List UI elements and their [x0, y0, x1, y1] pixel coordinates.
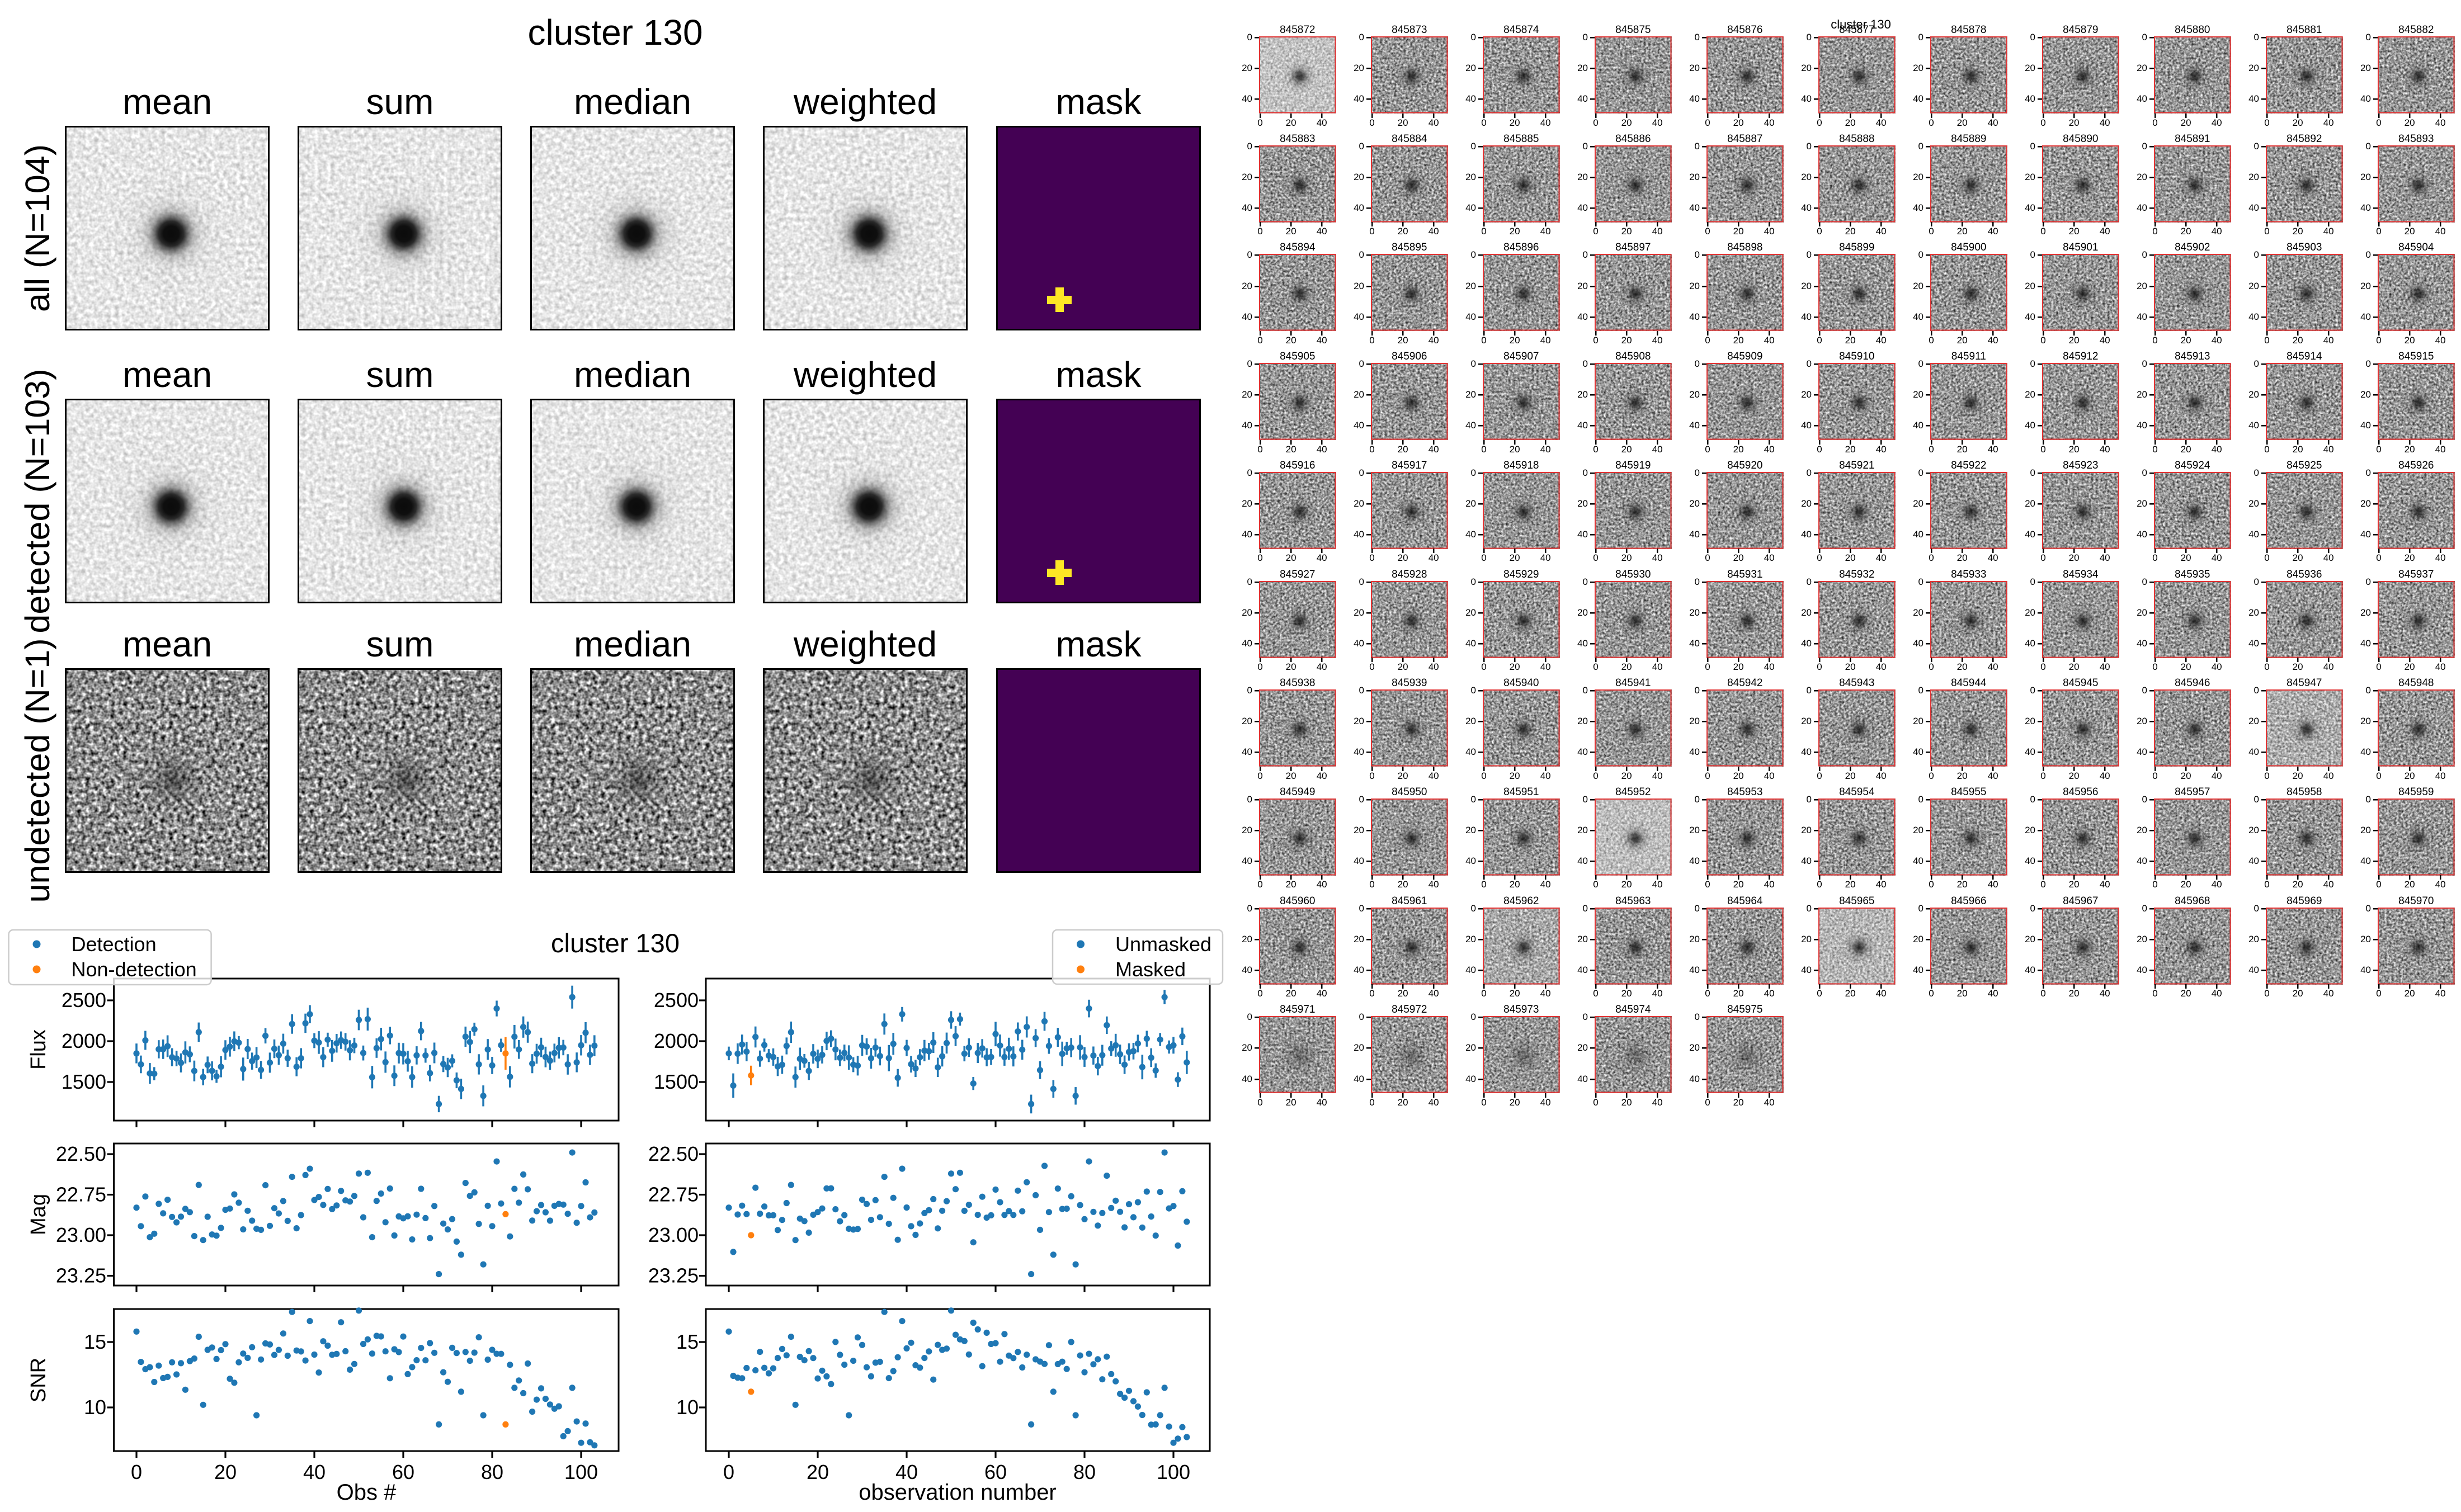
- svg-text:Detection: Detection: [72, 933, 157, 956]
- svg-text:60: 60: [392, 1461, 414, 1483]
- svg-text:80: 80: [1073, 1461, 1096, 1483]
- svg-text:Obs #: Obs #: [337, 1480, 397, 1505]
- svg-text:40: 40: [303, 1461, 326, 1483]
- svg-text:100: 100: [564, 1461, 598, 1483]
- svg-text:23.25: 23.25: [648, 1264, 699, 1287]
- svg-text:1500: 1500: [654, 1070, 699, 1093]
- svg-text:Masked: Masked: [1115, 958, 1186, 981]
- svg-text:SNR: SNR: [27, 1358, 50, 1402]
- svg-text:20: 20: [807, 1461, 829, 1483]
- svg-text:100: 100: [1157, 1461, 1190, 1483]
- svg-text:observation number: observation number: [859, 1480, 1057, 1505]
- svg-text:2500: 2500: [654, 989, 699, 1012]
- svg-text:22.50: 22.50: [56, 1142, 106, 1165]
- svg-text:Non-detection: Non-detection: [72, 958, 197, 981]
- svg-text:22.75: 22.75: [648, 1183, 699, 1206]
- svg-text:23.25: 23.25: [56, 1264, 106, 1287]
- svg-text:2500: 2500: [62, 989, 106, 1012]
- svg-text:15: 15: [676, 1330, 699, 1353]
- svg-text:0: 0: [723, 1461, 734, 1483]
- svg-text:40: 40: [895, 1461, 918, 1483]
- svg-text:23.00: 23.00: [648, 1223, 699, 1246]
- svg-text:2000: 2000: [62, 1029, 106, 1052]
- svg-text:Mag: Mag: [27, 1194, 50, 1235]
- svg-text:80: 80: [481, 1461, 503, 1483]
- svg-text:60: 60: [984, 1461, 1007, 1483]
- svg-text:Flux: Flux: [27, 1029, 50, 1070]
- svg-text:0: 0: [131, 1461, 142, 1483]
- svg-text:cluster 130: cluster 130: [551, 928, 680, 958]
- svg-text:20: 20: [214, 1461, 237, 1483]
- svg-text:1500: 1500: [62, 1070, 106, 1093]
- svg-text:10: 10: [84, 1396, 106, 1419]
- svg-text:15: 15: [84, 1330, 106, 1353]
- svg-text:Unmasked: Unmasked: [1115, 933, 1211, 956]
- svg-text:23.00: 23.00: [56, 1223, 106, 1246]
- svg-text:10: 10: [676, 1396, 699, 1419]
- svg-text:2000: 2000: [654, 1029, 699, 1052]
- svg-text:22.50: 22.50: [648, 1142, 699, 1165]
- svg-text:22.75: 22.75: [56, 1183, 106, 1206]
